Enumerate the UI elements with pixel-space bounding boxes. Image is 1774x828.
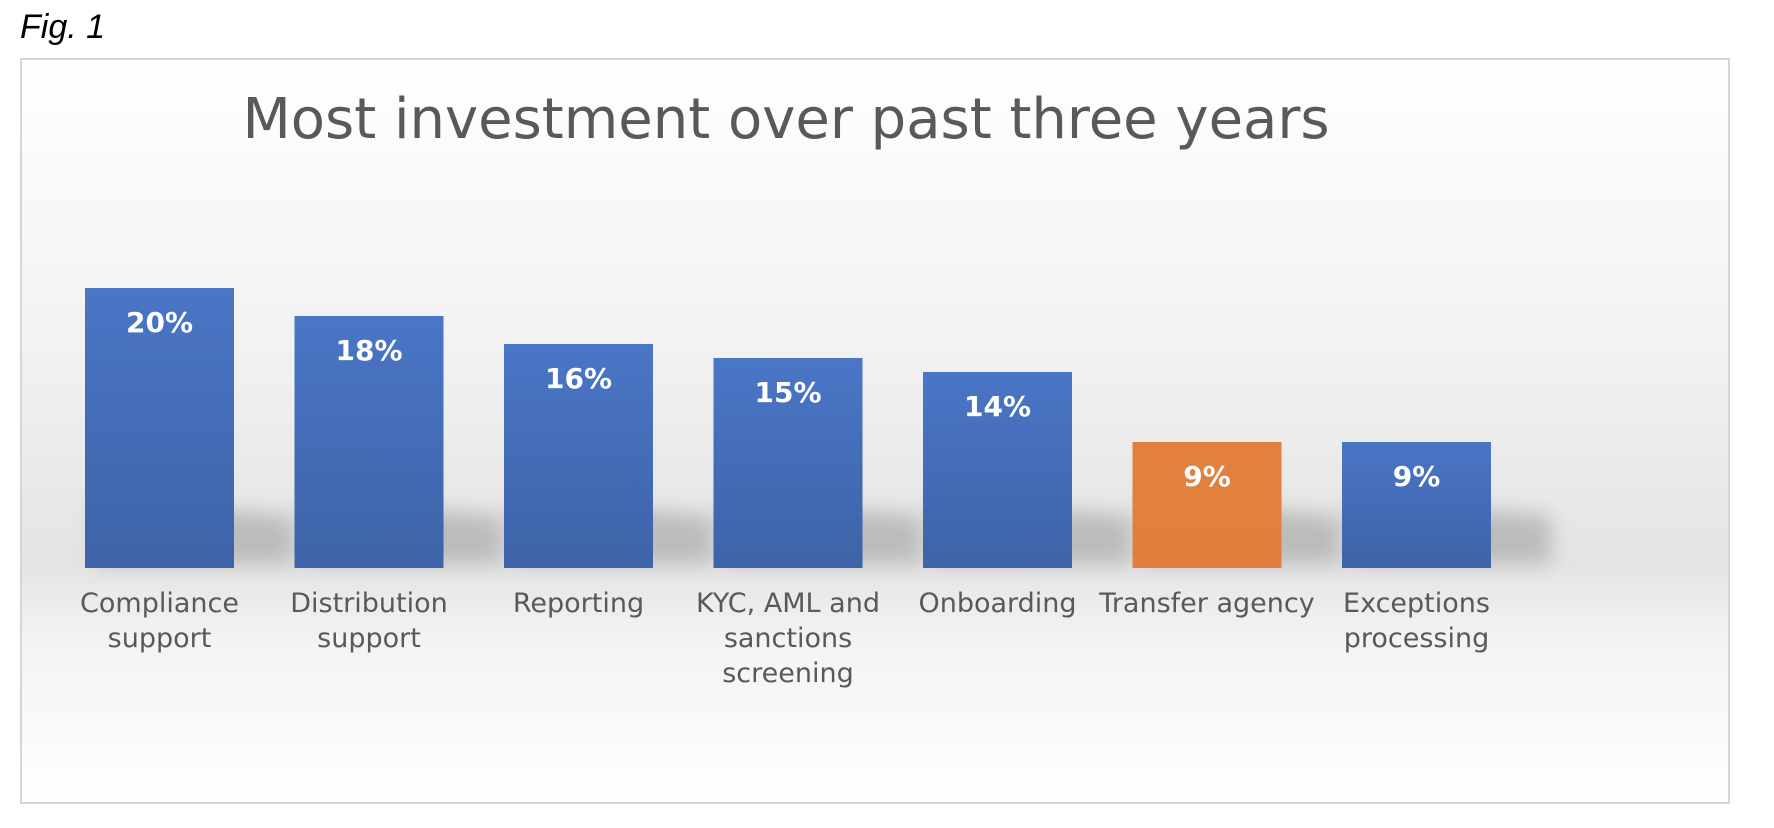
figure-label: Fig. 1 bbox=[20, 8, 106, 46]
bar bbox=[1342, 442, 1491, 568]
bar bbox=[1132, 442, 1282, 568]
category-tick-label: support bbox=[317, 623, 421, 654]
category-tick-label: Compliance bbox=[80, 588, 239, 619]
category-tick-label: support bbox=[108, 623, 212, 654]
category-tick-label: Distribution bbox=[290, 588, 448, 619]
data-label: 9% bbox=[1183, 460, 1231, 493]
chart-frame: Most investment over past three years 20… bbox=[20, 58, 1730, 804]
bar bbox=[504, 344, 653, 568]
bar bbox=[713, 358, 863, 568]
category-labels: Compliance support Distribution support Repo… bbox=[80, 588, 1490, 689]
category-tick-label: Exceptions bbox=[1343, 588, 1490, 619]
bar bbox=[85, 288, 234, 568]
data-label: 9% bbox=[1393, 460, 1441, 493]
category-tick-label: Onboarding bbox=[918, 588, 1076, 619]
bar bbox=[923, 372, 1072, 568]
category-tick-label: KYC, AML and bbox=[696, 588, 880, 619]
bar-chart: Most investment over past three years 20… bbox=[80, 87, 1551, 689]
category-tick-label: sanctions bbox=[724, 623, 852, 654]
data-label: 20% bbox=[126, 306, 193, 339]
data-label: 18% bbox=[335, 334, 402, 367]
value-labels: 20% 18% 16% 15% 14% 9% 9% bbox=[126, 306, 1440, 493]
bars bbox=[85, 288, 1491, 568]
category-tick-label: processing bbox=[1344, 623, 1490, 654]
data-label: 14% bbox=[964, 390, 1031, 423]
chart-title: Most investment over past three years bbox=[242, 87, 1329, 152]
category-tick-label: Transfer agency bbox=[1098, 588, 1314, 619]
data-label: 15% bbox=[754, 376, 821, 409]
category-tick-label: screening bbox=[722, 658, 854, 689]
category-tick-label: Reporting bbox=[513, 588, 644, 619]
data-label: 16% bbox=[545, 362, 612, 395]
bar bbox=[294, 316, 444, 568]
